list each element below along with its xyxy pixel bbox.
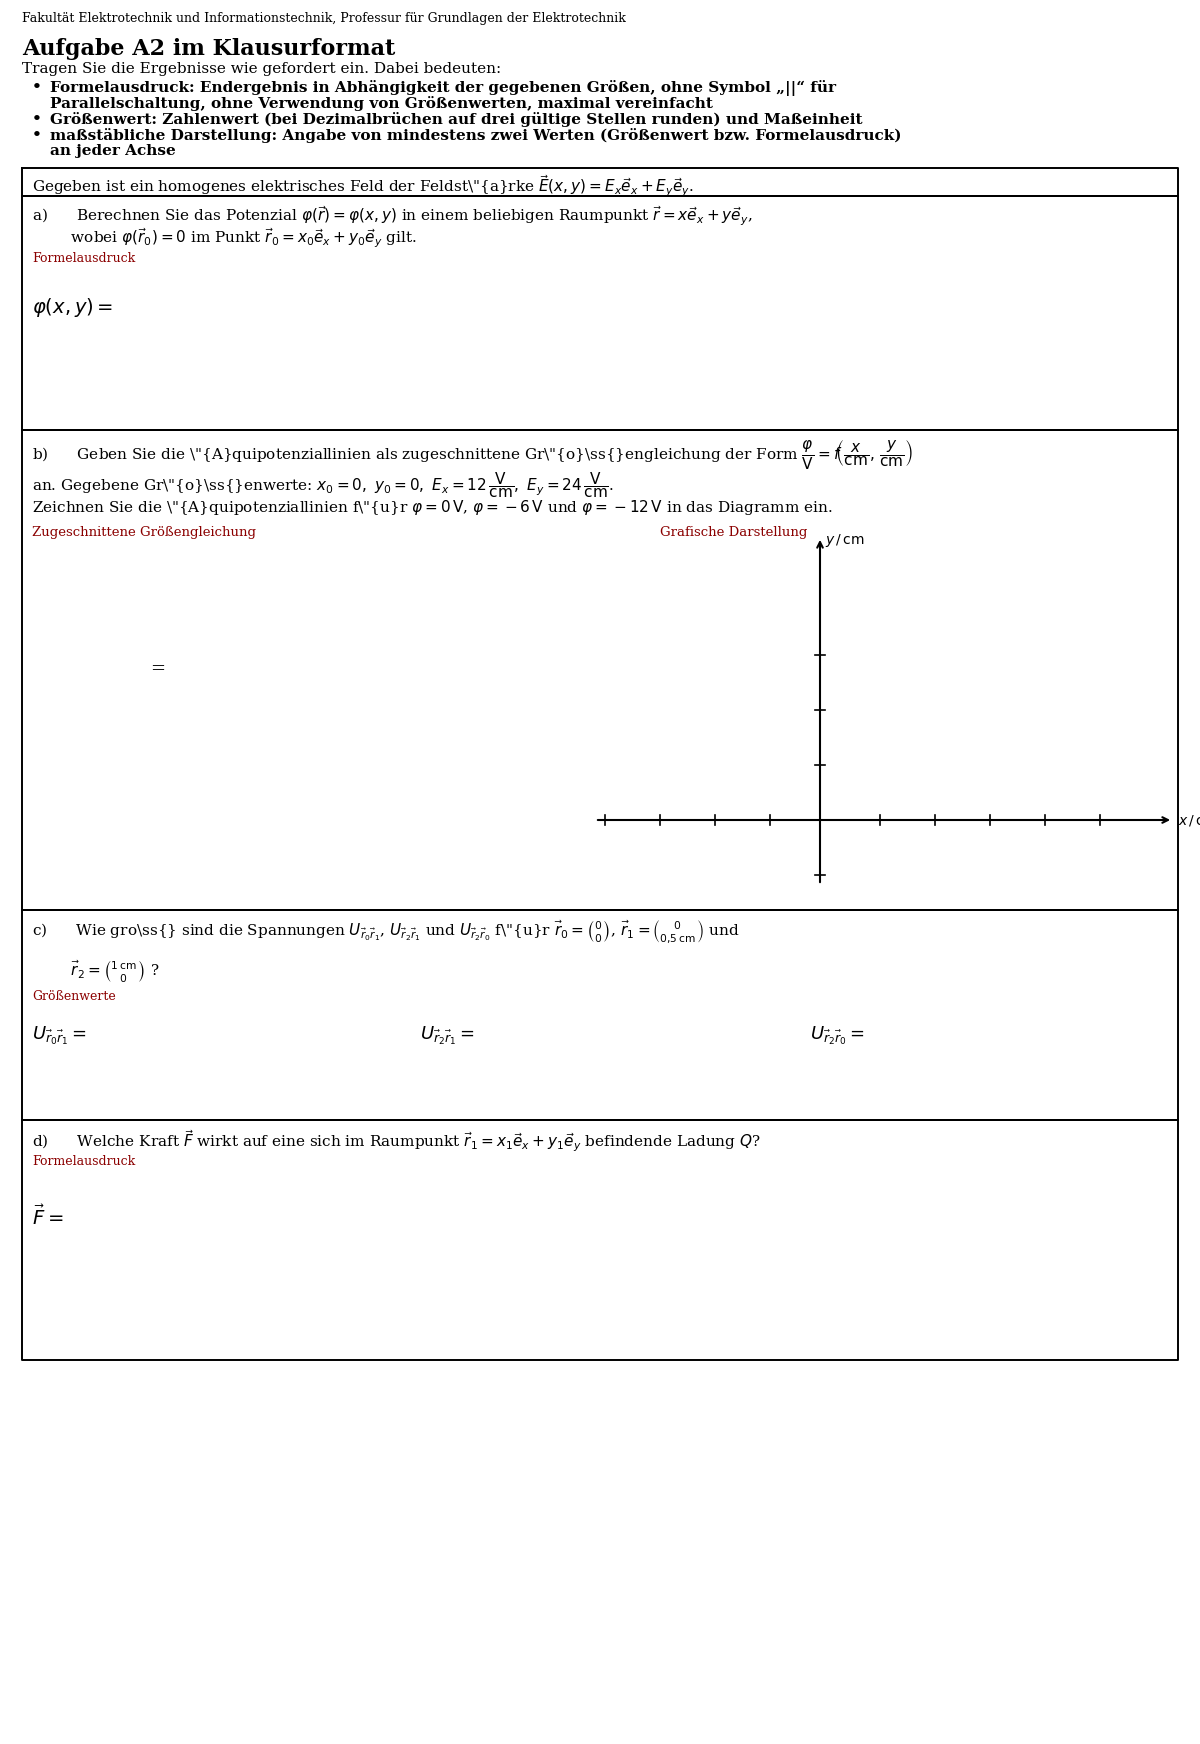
Text: $y\,/\,\mathrm{cm}$: $y\,/\,\mathrm{cm}$ [826,532,865,549]
Text: $\varphi(x,y) =$: $\varphi(x,y) =$ [32,296,113,319]
Text: d)      Welche Kraft $\vec{F}$ wirkt auf eine sich im Raumpunkt $\vec{r}_1 = x_1: d) Welche Kraft $\vec{F}$ wirkt auf eine… [32,1128,761,1153]
Text: Zeichnen Sie die \"{A}quipotenziallinien f\"{u}r $\varphi = 0\,\mathrm{V}$, $\va: Zeichnen Sie die \"{A}quipotenziallinien… [32,499,833,516]
Text: $x\,/\,\mathrm{cm}$: $x\,/\,\mathrm{cm}$ [1178,813,1200,827]
Text: a)      Berechnen Sie das Potenzial $\varphi(\vec{r}) = \varphi(x,y)$ in einem b: a) Berechnen Sie das Potenzial $\varphi(… [32,204,752,227]
Text: an jeder Achse: an jeder Achse [50,145,175,159]
Text: maßstäbliche Darstellung: Angabe von mindestens zwei Werten (Größenwert bzw. For: maßstäbliche Darstellung: Angabe von min… [50,127,901,143]
Text: •: • [32,127,42,141]
Text: Formelausdruck: Formelausdruck [32,251,136,265]
Text: $U_{\vec{r}_2\vec{r}_0} =$: $U_{\vec{r}_2\vec{r}_0} =$ [810,1025,865,1046]
Text: Tragen Sie die Ergebnisse wie gefordert ein. Dabei bedeuten:: Tragen Sie die Ergebnisse wie gefordert … [22,63,502,77]
Text: Fakultät Elektrotechnik und Informationstechnik, Professur für Grundlagen der El: Fakultät Elektrotechnik und Informations… [22,12,626,24]
Text: =: = [150,659,166,678]
Text: an. Gegebene Gr\"{o}\ss{}enwerte: $x_0 = 0,\ y_0 = 0,\ E_x = 12\,\dfrac{\mathrm{: an. Gegebene Gr\"{o}\ss{}enwerte: $x_0 =… [32,469,614,501]
Text: Formelausdruck: Endergebnis in Abhängigkeit der gegebenen Größen, ohne Symbol „|: Formelausdruck: Endergebnis in Abhängigk… [50,80,836,96]
Text: Größenwerte: Größenwerte [32,991,115,1003]
Text: Größenwert: Zahlenwert (bei Dezimalbrüchen auf drei gültige Stellen runden) und : Größenwert: Zahlenwert (bei Dezimalbrüch… [50,112,863,127]
Text: $U_{\vec{r}_0\vec{r}_1} =$: $U_{\vec{r}_0\vec{r}_1} =$ [32,1025,86,1046]
Text: $U_{\vec{r}_2\vec{r}_1} =$: $U_{\vec{r}_2\vec{r}_1} =$ [420,1025,475,1046]
Text: Gegeben ist ein homogenes elektrisches Feld der Feldst\"{a}rke $\vec{E}(x,y) = E: Gegeben ist ein homogenes elektrisches F… [32,173,694,199]
Text: •: • [32,112,42,126]
Text: Zugeschnittene Größengleichung: Zugeschnittene Größengleichung [32,527,256,539]
Text: wobei $\varphi(\vec{r}_0) = 0$ im Punkt $\vec{r}_0 = x_0\vec{e}_x + y_0\vec{e}_y: wobei $\varphi(\vec{r}_0) = 0$ im Punkt … [32,227,416,249]
Text: Grafische Darstellung: Grafische Darstellung [660,527,808,539]
Text: Aufgabe A2 im Klausurformat: Aufgabe A2 im Klausurformat [22,38,395,59]
Text: $\vec{r}_2 = \binom{1\,\mathrm{cm}}{0}$ ?: $\vec{r}_2 = \binom{1\,\mathrm{cm}}{0}$ … [32,957,160,984]
Text: $\vec{F} =$: $\vec{F} =$ [32,1205,64,1230]
Text: Formelausdruck: Formelausdruck [32,1155,136,1168]
Text: •: • [32,80,42,94]
Text: c)      Wie gro\ss{} sind die Spannungen $U_{\vec{r}_0\vec{r}_1}$, $U_{\vec{r}_2: c) Wie gro\ss{} sind die Spannungen $U_{… [32,917,739,945]
Text: b)      Geben Sie die \"{A}quipotenziallinien als zugeschnittene Gr\"{o}\ss{}eng: b) Geben Sie die \"{A}quipotenziallinien… [32,438,913,471]
Text: Parallelschaltung, ohne Verwendung von Größenwerten, maximal vereinfacht: Parallelschaltung, ohne Verwendung von G… [50,96,713,112]
